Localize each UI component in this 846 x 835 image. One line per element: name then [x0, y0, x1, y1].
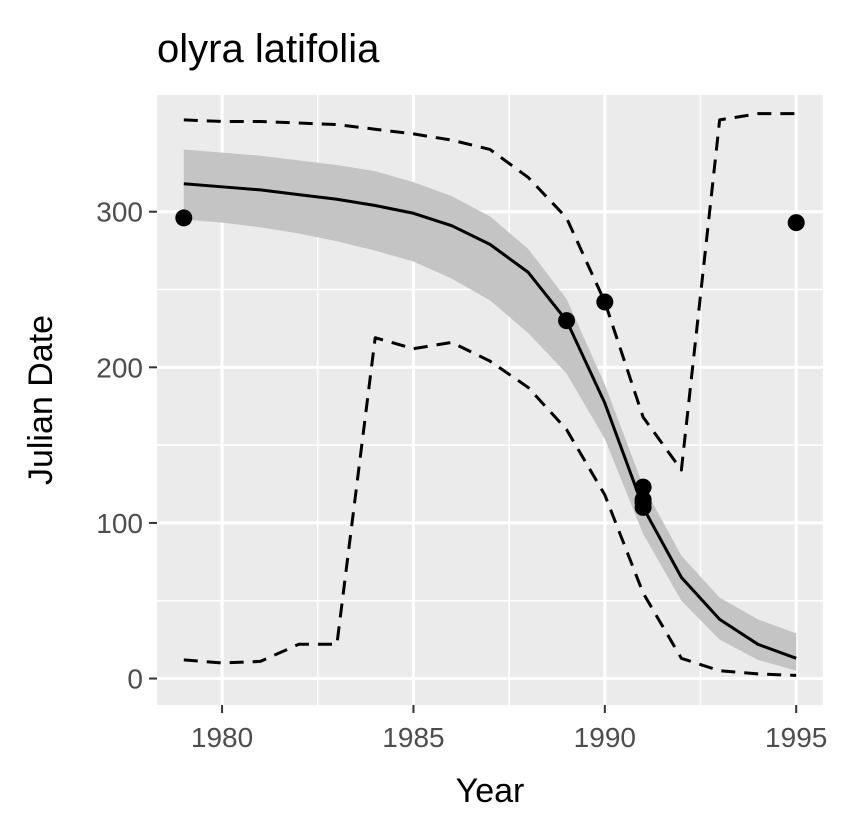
x-tick-label: 1995 — [765, 722, 827, 753]
y-tick-label: 100 — [96, 508, 143, 539]
observation-point — [787, 214, 805, 232]
fitted-line — [183, 182, 797, 660]
confidence-ribbon — [183, 149, 797, 671]
observation-point — [596, 293, 614, 311]
y-tick-label: 300 — [96, 197, 143, 228]
lower-bound-line — [183, 336, 797, 677]
y-axis-title: Julian Date — [22, 315, 60, 485]
observation-point — [558, 312, 576, 330]
x-tick-label: 1985 — [382, 722, 444, 753]
confidence-ribbon-layer — [183, 149, 797, 671]
chart-title: olyra latifolia — [157, 27, 380, 71]
observation-point — [175, 209, 193, 227]
x-tick-label: 1990 — [574, 722, 636, 753]
x-axis-title: Year — [456, 772, 525, 810]
y-tick-label: 200 — [96, 352, 143, 383]
x-axis-ticks: 1980 1985 1990 1995 — [191, 705, 827, 753]
upper-bound-line — [183, 112, 797, 472]
points-layer — [175, 209, 805, 516]
x-tick-label: 1980 — [191, 722, 253, 753]
observation-point — [634, 498, 652, 516]
observation-point — [634, 478, 652, 496]
y-axis-ticks: 0 100 200 300 — [96, 197, 157, 695]
y-tick-label: 0 — [127, 664, 143, 695]
lines-layer — [183, 112, 797, 677]
